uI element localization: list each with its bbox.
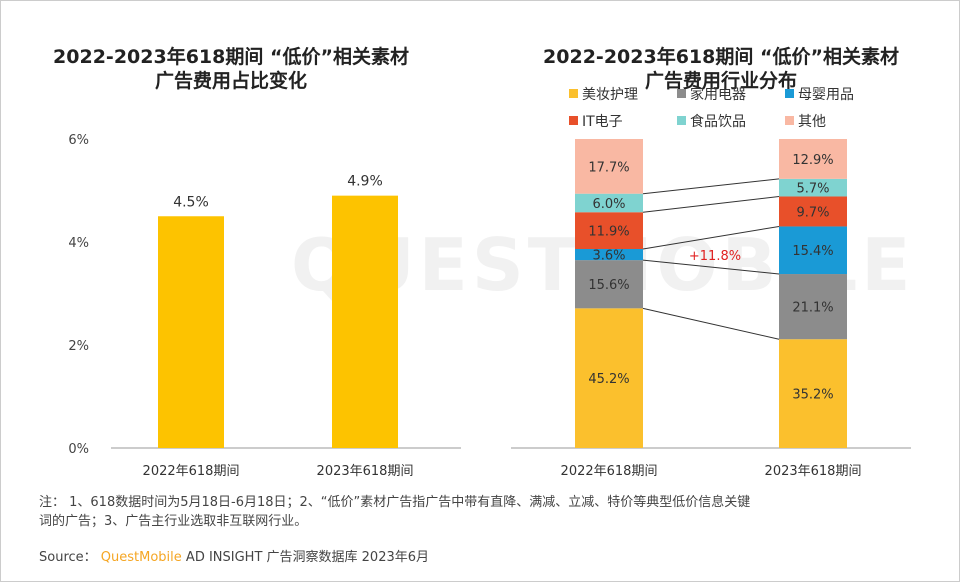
legend-swatch [677, 116, 686, 125]
data-label: 4.9% [347, 174, 383, 190]
footnote: 注： 1、618数据时间为5月18日-6月18日；2、“低价”素材广告指广告中带… [39, 493, 939, 531]
annotation: +11.8% [689, 249, 741, 264]
stacked-segment [779, 139, 847, 179]
connector-line [642, 307, 780, 340]
data-label: 12.9% [792, 153, 833, 168]
stacked-segment [779, 339, 847, 448]
bar [158, 216, 224, 448]
title-line: 广告费用占比变化 [154, 70, 307, 92]
legend-label: 家用电器 [690, 86, 746, 103]
legend-swatch [785, 116, 794, 125]
legend-swatch [677, 89, 686, 98]
data-label: 17.7% [588, 160, 629, 175]
legend-swatch [569, 89, 578, 98]
y-tick-label: 6% [68, 133, 89, 148]
data-label: 4.5% [173, 194, 209, 210]
y-tick-label: 2% [68, 339, 89, 354]
charts-svg: 0% 2% 4% 6% 4.5% 2022年618期间 4.9% 2023年618期间 45.2… [68, 86, 911, 479]
stacked-segment [575, 212, 643, 250]
footnote-line: 注： 1、618数据时间为5月18日-6月18日；2、“低价”素材广告指广告中带… [39, 495, 751, 510]
right-chart-title: 2022-2023年618期间 “低价”相关素材 广告费用行业分布 [501, 45, 941, 93]
stacked-segment [779, 226, 847, 275]
y-tick-label: 4% [68, 236, 89, 251]
x-tick-label: 2023年618期间 [765, 464, 862, 479]
source-label: Source： [39, 550, 97, 565]
title-line: 2022-2023年618期间 “低价”相关素材 [53, 46, 409, 68]
legend-label: 其他 [798, 114, 826, 130]
source: Source： QuestMobile AD INSIGHT 广告洞察数据库 2… [39, 546, 429, 565]
legend-swatch [569, 116, 578, 125]
connector-line [642, 259, 780, 275]
legend-swatch [785, 89, 794, 98]
data-label: 3.6% [592, 249, 625, 264]
stacked-segment [575, 249, 643, 261]
data-label: 15.6% [588, 278, 629, 293]
data-label: 35.2% [792, 388, 833, 403]
connector-line [642, 225, 780, 250]
data-label: 45.2% [588, 372, 629, 387]
source-text: AD INSIGHT 广告洞察数据库 2023年6月 [185, 550, 430, 565]
data-label: 5.7% [796, 182, 829, 197]
y-tick-label: 0% [68, 442, 89, 457]
footnote-line: 词的广告；3、广告主行业选取非互联网行业。 [39, 514, 308, 529]
stacked-segment [779, 178, 847, 197]
stacked-segment [779, 196, 847, 227]
stacked-segment [575, 308, 643, 448]
connector-line [642, 195, 780, 213]
legend-label: 食品饮品 [690, 113, 746, 130]
legend-label: 母婴用品 [798, 87, 854, 103]
title-line: 广告费用行业分布 [644, 70, 797, 92]
stacked-segment [575, 260, 643, 309]
stacked-segment [575, 139, 643, 194]
data-label: 9.7% [796, 205, 829, 220]
x-tick-label: 2022年618期间 [143, 464, 240, 479]
data-label: 21.1% [792, 301, 833, 316]
legend-label: IT电子 [582, 114, 623, 130]
title-line: 2022-2023年618期间 “低价”相关素材 [543, 46, 899, 68]
source-brand: QuestMobile [100, 550, 182, 565]
left-chart-title: 2022-2023年618期间 “低价”相关素材 广告费用占比变化 [21, 45, 441, 93]
stacked-segment [575, 193, 643, 213]
legend-label: 美妆护理 [582, 87, 638, 103]
data-label: 6.0% [592, 197, 625, 212]
stacked-segment [779, 274, 847, 340]
bar [332, 195, 398, 448]
x-tick-label: 2023年618期间 [317, 464, 414, 479]
data-label: 15.4% [792, 244, 833, 259]
connector-line [642, 178, 780, 195]
x-tick-label: 2022年618期间 [561, 464, 658, 479]
data-label: 11.9% [588, 225, 629, 240]
